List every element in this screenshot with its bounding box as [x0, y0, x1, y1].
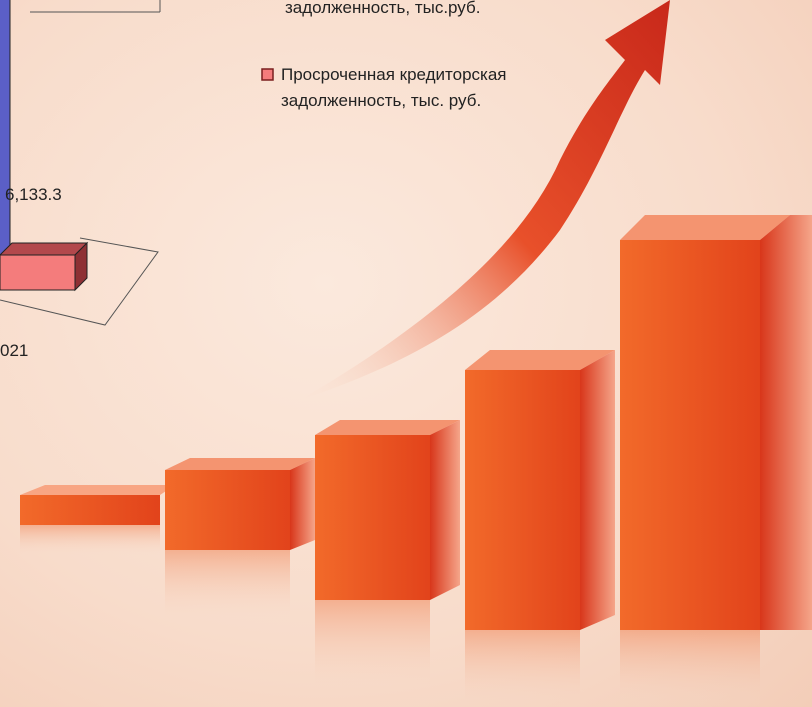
legend-label: Просроченная кредиторская задолженность,… — [281, 65, 507, 110]
arrow — [300, 0, 670, 400]
x-tick-label: 021 — [0, 341, 29, 360]
bar-side — [74, 241, 88, 292]
chart-frame — [0, 0, 161, 326]
bar — [0, 0, 11, 271]
bar — [0, 241, 89, 292]
data-label: 6,133.3 — [5, 185, 62, 204]
legend-label: задолженность, тыс.руб. — [285, 0, 481, 17]
bar-front — [0, 254, 76, 291]
legend-swatch — [261, 68, 274, 81]
bar-front — [0, 0, 11, 271]
deco-bars — [20, 215, 812, 707]
bar-top — [0, 242, 89, 256]
